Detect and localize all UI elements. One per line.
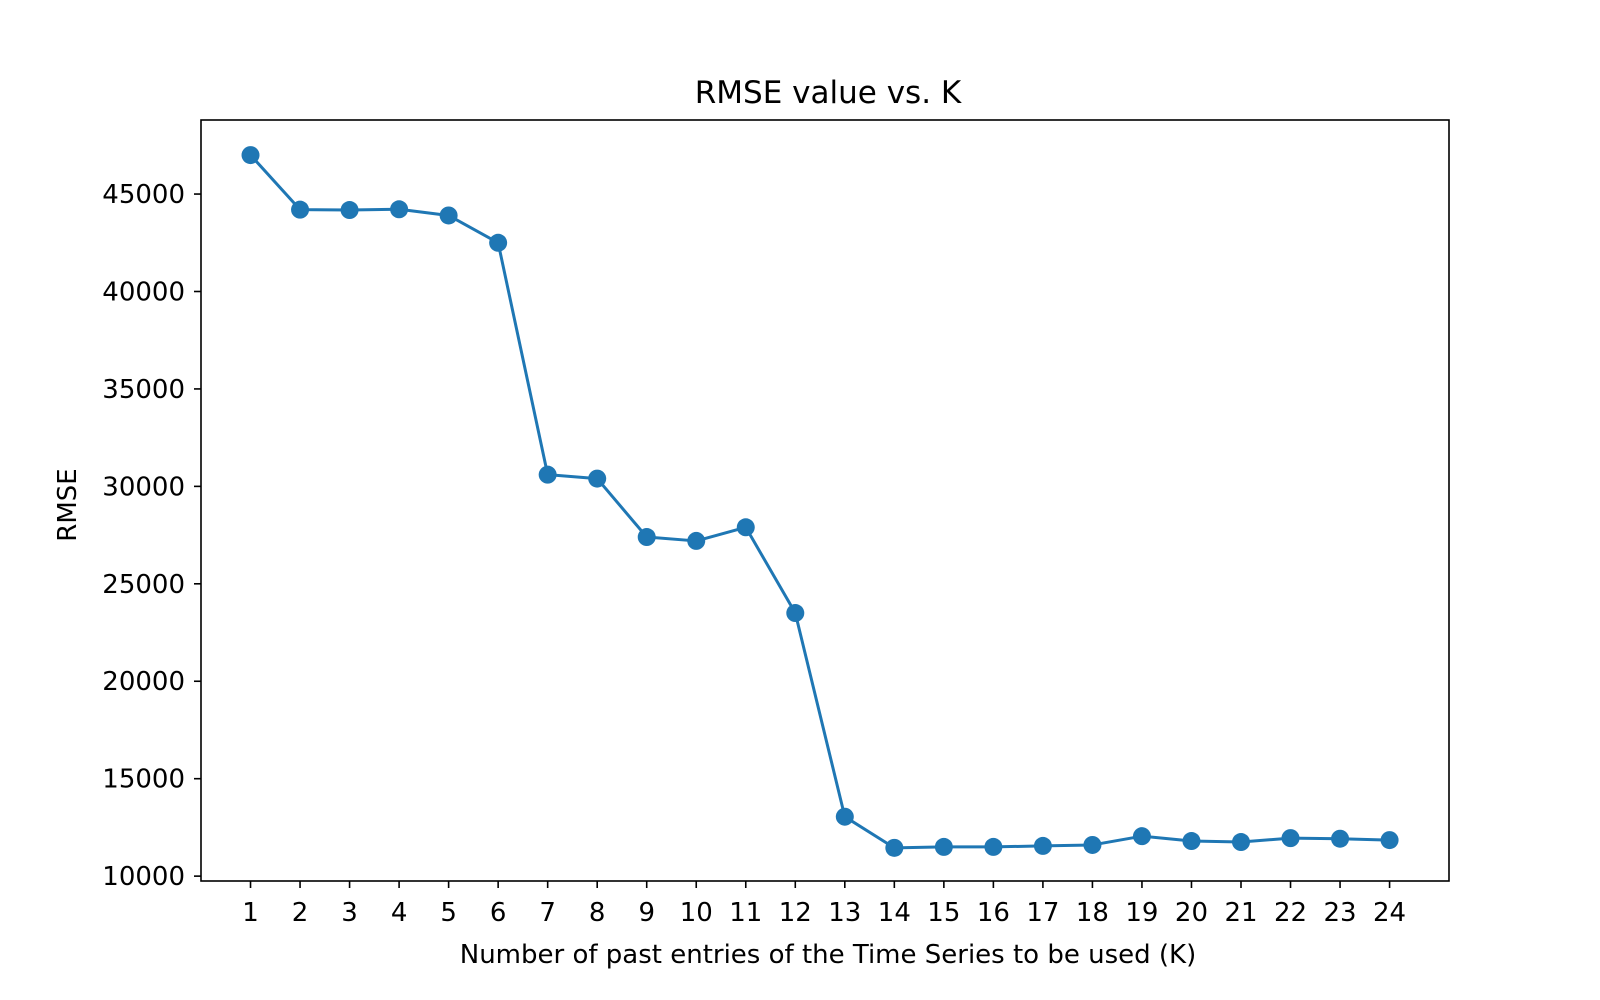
x-tick-label: 11 [729, 898, 762, 928]
x-tick-label: 9 [638, 898, 655, 928]
data-point-1 [241, 146, 260, 165]
x-tick-label: 12 [779, 898, 812, 928]
plot-area: 1 2 3 4 5 6 7 8 9 10 11 12 13 14 15 16 17 18 19 20 21 22 23 241… [102, 119, 1450, 928]
y-tick-label: 20000 [102, 667, 185, 697]
x-tick-label: 18 [1076, 898, 1109, 928]
data-point-24 [1380, 831, 1399, 850]
series-line [249, 154, 1390, 850]
x-tick-label: 17 [1026, 898, 1059, 928]
x-tick-label: 16 [977, 898, 1010, 928]
x-tick-label: 8 [589, 898, 606, 928]
x-tick-label: 21 [1224, 898, 1257, 928]
y-tick-label: 30000 [102, 472, 185, 502]
data-point-19 [1132, 827, 1151, 846]
data-point-23 [1331, 829, 1350, 848]
data-point-4 [390, 200, 409, 219]
data-point-12 [786, 604, 805, 623]
x-tick-label: 4 [391, 898, 408, 928]
data-point-7 [538, 465, 557, 484]
data-point-13 [835, 807, 854, 826]
x-tick-label: 3 [341, 898, 358, 928]
data-point-21 [1232, 833, 1250, 852]
x-tick-label: 13 [828, 898, 861, 928]
data-point-16 [984, 837, 1003, 856]
x-tick-label: 20 [1175, 898, 1208, 928]
y-tick-label: 45000 [102, 180, 185, 210]
y-tick-label: 25000 [102, 570, 185, 600]
x-tick-label: 1 [242, 898, 259, 928]
data-point-20 [1182, 832, 1201, 851]
y-tick-label: 10000 [102, 862, 185, 892]
y-tick-label: 40000 [102, 277, 185, 307]
x-tick-label: 6 [490, 898, 507, 928]
data-point-3 [340, 201, 359, 220]
data-point-18 [1083, 835, 1102, 854]
data-point-17 [1033, 836, 1052, 855]
x-axis-label: Number of past entries of the Time Serie… [460, 940, 1197, 970]
chart-title: RMSE value vs. K [695, 75, 962, 111]
x-tick-label: 2 [292, 898, 309, 928]
x-tick-label: 15 [927, 898, 960, 928]
data-point-22 [1281, 829, 1300, 848]
data-point-14 [885, 838, 904, 857]
x-tick-label: 10 [680, 898, 713, 928]
x-tick-label: 14 [878, 898, 911, 928]
x-tick-label: 23 [1324, 898, 1357, 928]
y-tick-label: 35000 [102, 375, 185, 405]
data-point-6 [489, 233, 508, 252]
y-tick-label: 15000 [102, 765, 185, 795]
data-point-2 [291, 200, 310, 219]
data-point-15 [934, 837, 953, 856]
x-tick-label: 7 [539, 898, 556, 928]
plot-frame [200, 119, 1450, 882]
x-tick-label: 19 [1125, 898, 1158, 928]
data-point-10 [687, 531, 706, 550]
x-tick-label: 22 [1274, 898, 1307, 928]
y-axis-label: RMSE [53, 468, 83, 541]
x-tick-label: 24 [1373, 898, 1406, 928]
x-tick-label: 5 [440, 898, 457, 928]
data-point-9 [637, 528, 656, 547]
data-point-5 [439, 206, 458, 225]
data-point-11 [736, 518, 755, 537]
data-point-8 [588, 469, 607, 488]
